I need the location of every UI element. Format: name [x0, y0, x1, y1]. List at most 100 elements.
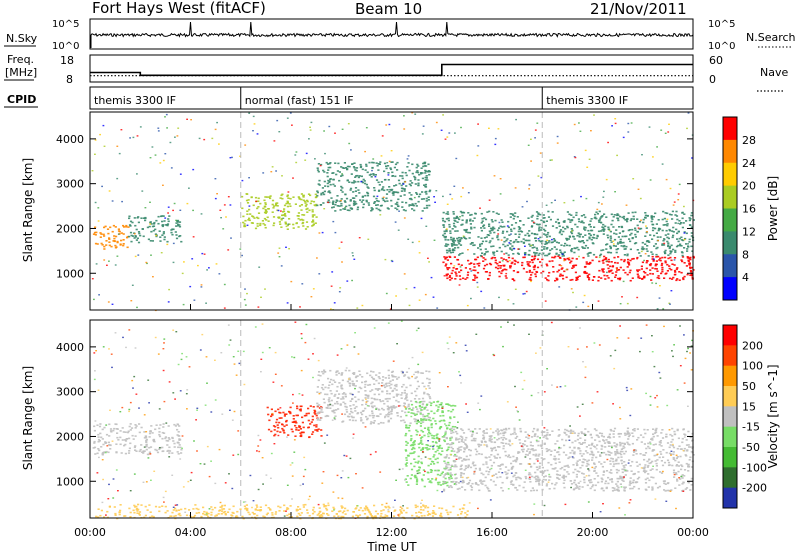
echo-point: [403, 128, 406, 130]
echo-point: [418, 252, 421, 254]
echo-point: [426, 393, 429, 395]
echo-point: [652, 444, 655, 446]
echo-point: [358, 237, 361, 239]
echo-point: [414, 414, 417, 416]
echo-point: [658, 297, 661, 299]
echo-point: [334, 203, 337, 206]
echo-point: [630, 218, 633, 220]
echo-point: [387, 407, 391, 409]
echo-point: [503, 225, 506, 228]
echo-point: [671, 464, 674, 467]
echo-point: [159, 446, 162, 449]
echo-point: [334, 231, 337, 234]
echo-point: [364, 150, 366, 153]
echo-point: [542, 270, 545, 273]
echo-point: [107, 301, 110, 303]
echo-point: [403, 188, 406, 191]
echo-point: [644, 214, 647, 217]
echo-point: [155, 219, 158, 222]
echo-point: [267, 413, 270, 416]
echo-point: [514, 187, 517, 189]
echo-point: [379, 400, 382, 403]
echo-point: [505, 268, 508, 271]
echo-point: [550, 463, 553, 466]
echo-point: [676, 238, 679, 240]
echo-point: [504, 431, 507, 434]
echo-point: [530, 138, 532, 140]
echo-point: [429, 432, 432, 435]
echo-point: [610, 261, 613, 263]
echo-point: [449, 474, 452, 476]
echo-point: [460, 269, 463, 272]
echo-point: [506, 238, 509, 240]
echo-point: [502, 428, 506, 431]
echo-point: [542, 220, 545, 223]
echo-point: [536, 122, 539, 124]
echo-point: [442, 226, 446, 228]
echo-point: [619, 475, 622, 478]
echo-point: [371, 414, 374, 417]
echo-point: [675, 457, 678, 460]
echo-point: [361, 381, 364, 384]
echo-point: [444, 482, 448, 484]
echo-point: [535, 247, 538, 249]
echo-point: [443, 435, 446, 437]
echo-point: [332, 203, 335, 205]
echo-point: [304, 205, 307, 207]
echo-point: [220, 506, 223, 508]
echo-point: [633, 473, 636, 475]
echo-point: [537, 213, 540, 215]
echo-point: [402, 383, 405, 386]
echo-point: [628, 459, 631, 461]
echo-point: [351, 279, 353, 282]
echo-point: [428, 261, 430, 263]
echo-point: [516, 489, 519, 491]
echo-point: [467, 259, 470, 262]
echo-point: [574, 223, 577, 226]
echo-point: [465, 436, 468, 439]
echo-point: [494, 449, 497, 452]
echo-point: [421, 436, 424, 438]
echo-point: [453, 416, 456, 418]
echo-point: [629, 487, 632, 490]
echo-point: [435, 121, 438, 124]
echo-point: [128, 450, 131, 452]
echo-point: [302, 426, 305, 429]
echo-point: [332, 206, 335, 208]
echo-point: [140, 504, 143, 506]
echo-point: [387, 419, 390, 422]
echo-point: [650, 216, 653, 218]
echo-point: [681, 212, 684, 214]
echo-point: [686, 248, 689, 250]
echo-point: [657, 255, 660, 258]
echo-point: [278, 417, 281, 419]
echo-point: [626, 254, 629, 257]
echo-point: [637, 436, 640, 439]
echo-point: [495, 457, 498, 459]
echo-point: [399, 415, 402, 418]
echo-point: [288, 218, 291, 220]
echo-point: [629, 240, 632, 243]
echo-point: [685, 232, 688, 235]
echo-point: [659, 257, 662, 260]
echo-point: [448, 249, 451, 252]
echo-point: [525, 271, 528, 273]
echo-point: [659, 259, 662, 262]
echo-point: [294, 203, 297, 205]
echo-point: [253, 516, 257, 519]
echo-point: [315, 216, 318, 218]
echo-point: [354, 187, 358, 189]
noise-left-tick-bottom: 10^0: [52, 41, 79, 52]
echo-point: [405, 371, 409, 373]
echo-point: [326, 393, 329, 396]
echo-point: [594, 446, 597, 448]
echo-point: [396, 414, 399, 417]
echo-point: [207, 512, 210, 515]
echo-point: [481, 483, 484, 485]
noise-left-tick-top: 10^5: [52, 19, 79, 30]
echo-point: [276, 430, 279, 433]
echo-point: [616, 243, 619, 245]
echo-point: [585, 446, 588, 448]
echo-point: [450, 243, 453, 245]
echo-point: [616, 213, 619, 215]
